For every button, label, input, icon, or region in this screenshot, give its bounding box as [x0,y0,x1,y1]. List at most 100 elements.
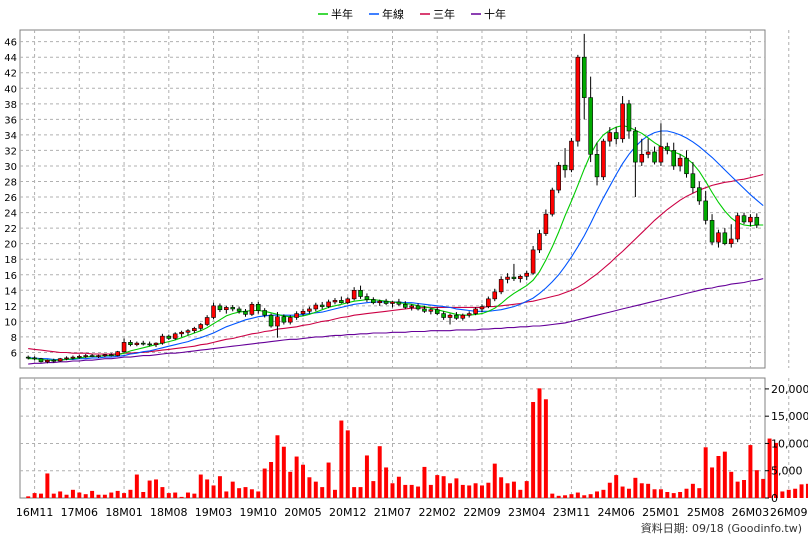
candle [594,142,600,186]
volume-bar [275,435,280,498]
price-tick-label: 36 [4,115,17,126]
candle-body [32,357,37,360]
candle [562,148,568,178]
candle-body [192,328,197,332]
volume-bar [320,487,325,498]
candle-body [396,301,402,305]
candle [192,326,197,334]
candle [728,224,734,248]
candle-body [454,314,459,319]
candle-body [83,355,88,357]
candle [179,330,184,337]
candle [415,303,421,311]
candle [128,340,133,347]
candle [741,212,747,225]
candle-body [332,300,338,303]
volume-bar [109,492,114,498]
volume-bar [729,471,734,498]
price-tick-label: 20 [4,240,17,251]
candle [626,99,632,139]
price-tick-label: 18 [4,255,17,266]
x-tick-label: 23M04 [508,506,546,519]
candle-body [345,298,351,304]
volume-bar [294,456,299,498]
volume-bar [45,473,50,498]
volume-bar [390,483,395,498]
volume-bar [102,494,107,498]
price-tick-label: 40 [4,84,17,95]
candle [684,150,689,178]
volume-bar [626,488,631,498]
x-tick-label: 22M02 [418,506,456,519]
price-tick-label: 42 [4,69,17,80]
candle [677,154,683,172]
candle-body [243,310,248,315]
volume-bar [205,479,210,498]
candle [230,305,235,312]
candle [441,311,446,320]
candle-body [524,272,529,277]
volume-bar [614,475,619,498]
volume-bar [396,476,401,498]
price-tick-label: 12 [4,302,17,313]
x-tick-label: 18M08 [150,506,188,519]
candle [716,229,721,248]
volume-bar [38,493,43,498]
candle-body [371,299,376,304]
volume-bar [575,492,580,498]
candle-body [121,342,127,352]
volume-bar [454,478,459,498]
volume-bar [588,494,593,498]
candle [607,127,613,147]
candle-body [492,291,498,300]
x-tick-label: 20M12 [329,506,367,519]
volume-bar [460,484,465,498]
candle-body [466,313,472,316]
candle-body [96,355,101,357]
candle [690,162,696,194]
candle [243,308,248,317]
candle [377,299,382,306]
candle [147,341,152,347]
candle-body [601,140,606,178]
candle [703,190,708,225]
x-tick-label: 20M05 [284,506,322,519]
candle [236,306,242,314]
volume-bar [678,492,683,498]
legend-item: 三年 [420,7,455,21]
candle [492,288,498,302]
price-tick-label: 6 [11,348,17,359]
candle [140,340,146,346]
volume-tick-label: 10,000 [771,437,808,450]
candle-body [262,310,267,316]
volume-bar [793,488,798,498]
candle-body [140,342,146,345]
candle [556,162,561,194]
legend-item: 年線 [369,7,404,21]
candle-body [645,151,651,155]
candle-body [364,296,370,300]
volume-bar [230,481,235,498]
volume-bar [492,463,497,498]
volume-bar [601,489,606,498]
volume-bar [531,402,536,498]
volume-bar [211,485,216,498]
price-tick-label: 38 [4,100,17,111]
candle [511,263,517,281]
candle [77,354,82,359]
candle [601,138,606,180]
candle [224,305,229,314]
volume-bar [665,492,670,498]
volume-bar [64,494,69,498]
volume-bar [767,438,772,498]
candle-body [498,279,504,293]
candle-body [403,303,408,308]
candle-body [38,358,44,363]
price-tick-label: 34 [4,131,17,142]
candle [645,138,651,159]
candle-body [460,314,466,319]
volume-tick-label: 20,000 [771,383,808,396]
candle-body [57,358,63,362]
x-tick-label: 26M03 [732,506,770,519]
